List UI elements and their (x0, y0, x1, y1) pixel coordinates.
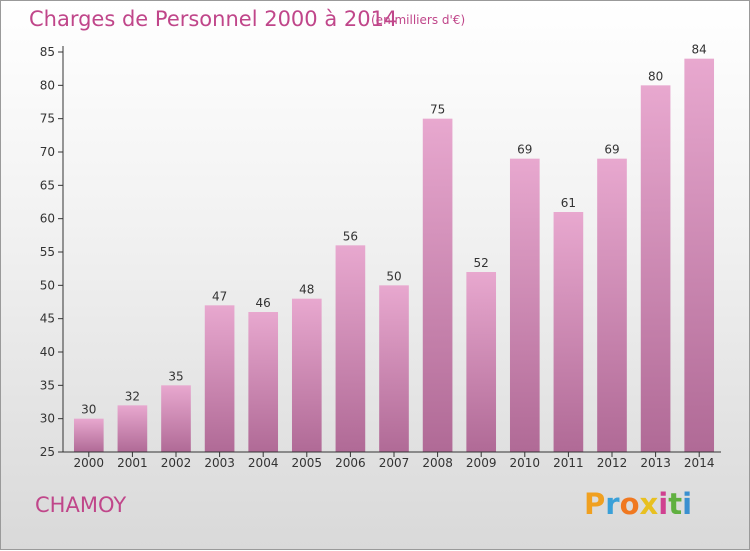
bar-value-label: 32 (125, 389, 140, 403)
bar (640, 85, 671, 452)
bar (248, 312, 279, 452)
y-tick-label: 50 (40, 278, 55, 292)
commune-name: CHAMOY (35, 493, 127, 517)
bar (422, 118, 453, 453)
bar-value-label: 69 (604, 143, 619, 157)
bar (291, 298, 322, 452)
bar-value-label: 61 (561, 196, 576, 210)
x-tick-label: 2006 (335, 456, 366, 470)
x-tick-label: 2001 (117, 456, 148, 470)
bar (509, 158, 540, 452)
bar (684, 58, 715, 453)
y-tick-label: 30 (40, 412, 55, 426)
logo-letter: P (584, 487, 606, 521)
bar (204, 305, 235, 452)
y-tick-label: 75 (40, 112, 55, 126)
x-tick-label: 2012 (597, 456, 628, 470)
y-tick-label: 55 (40, 245, 55, 259)
y-tick-label: 25 (40, 445, 55, 459)
bar-value-label: 69 (517, 143, 532, 157)
bar-value-label: 50 (386, 269, 401, 283)
proxiti-logo: Proxiti (584, 487, 692, 521)
y-tick-label: 35 (40, 378, 55, 392)
bar (597, 158, 627, 452)
logo-letter: r (605, 487, 620, 521)
bar-value-label: 48 (299, 283, 314, 297)
bar-value-label: 75 (430, 103, 445, 117)
x-tick-label: 2011 (553, 456, 584, 470)
bar-value-label: 30 (81, 403, 96, 417)
y-tick-label: 60 (40, 212, 55, 226)
x-tick-label: 2007 (379, 456, 410, 470)
x-tick-label: 2002 (161, 456, 192, 470)
x-tick-label: 2000 (74, 456, 105, 470)
bar (553, 212, 584, 452)
bar-value-label: 80 (648, 69, 663, 83)
bar-value-label: 52 (474, 256, 489, 270)
x-tick-label: 2003 (204, 456, 235, 470)
y-tick-label: 80 (40, 78, 55, 92)
logo-letter: o (619, 487, 640, 521)
bar (335, 245, 366, 452)
y-tick-label: 85 (40, 45, 55, 59)
bar (466, 272, 497, 452)
bar-value-label: 46 (256, 296, 271, 310)
bar-value-label: 47 (212, 289, 227, 303)
logo-letter: i (682, 487, 693, 521)
x-tick-label: 2004 (248, 456, 279, 470)
logo-letter: t (668, 487, 683, 521)
bar (117, 405, 148, 452)
x-tick-label: 2013 (640, 456, 671, 470)
y-tick-label: 45 (40, 312, 55, 326)
x-tick-label: 2008 (422, 456, 453, 470)
logo-letter: x (639, 487, 659, 521)
x-tick-label: 2014 (684, 456, 715, 470)
y-tick-label: 65 (40, 178, 55, 192)
y-tick-label: 70 (40, 145, 55, 159)
x-tick-label: 2005 (292, 456, 323, 470)
x-tick-label: 2009 (466, 456, 497, 470)
y-tick-label: 40 (40, 345, 55, 359)
chart-unit: (en milliers d'€) (371, 13, 466, 27)
x-tick-label: 2010 (510, 456, 541, 470)
bar (161, 385, 191, 452)
chart-title: Charges de Personnel 2000 à 2014 (29, 7, 398, 31)
bar-value-label: 56 (343, 229, 358, 243)
bar-value-label: 35 (168, 369, 183, 383)
bar-value-label: 84 (692, 43, 707, 57)
bar (73, 418, 104, 452)
logo-letter: i (658, 487, 669, 521)
bar (379, 285, 409, 452)
